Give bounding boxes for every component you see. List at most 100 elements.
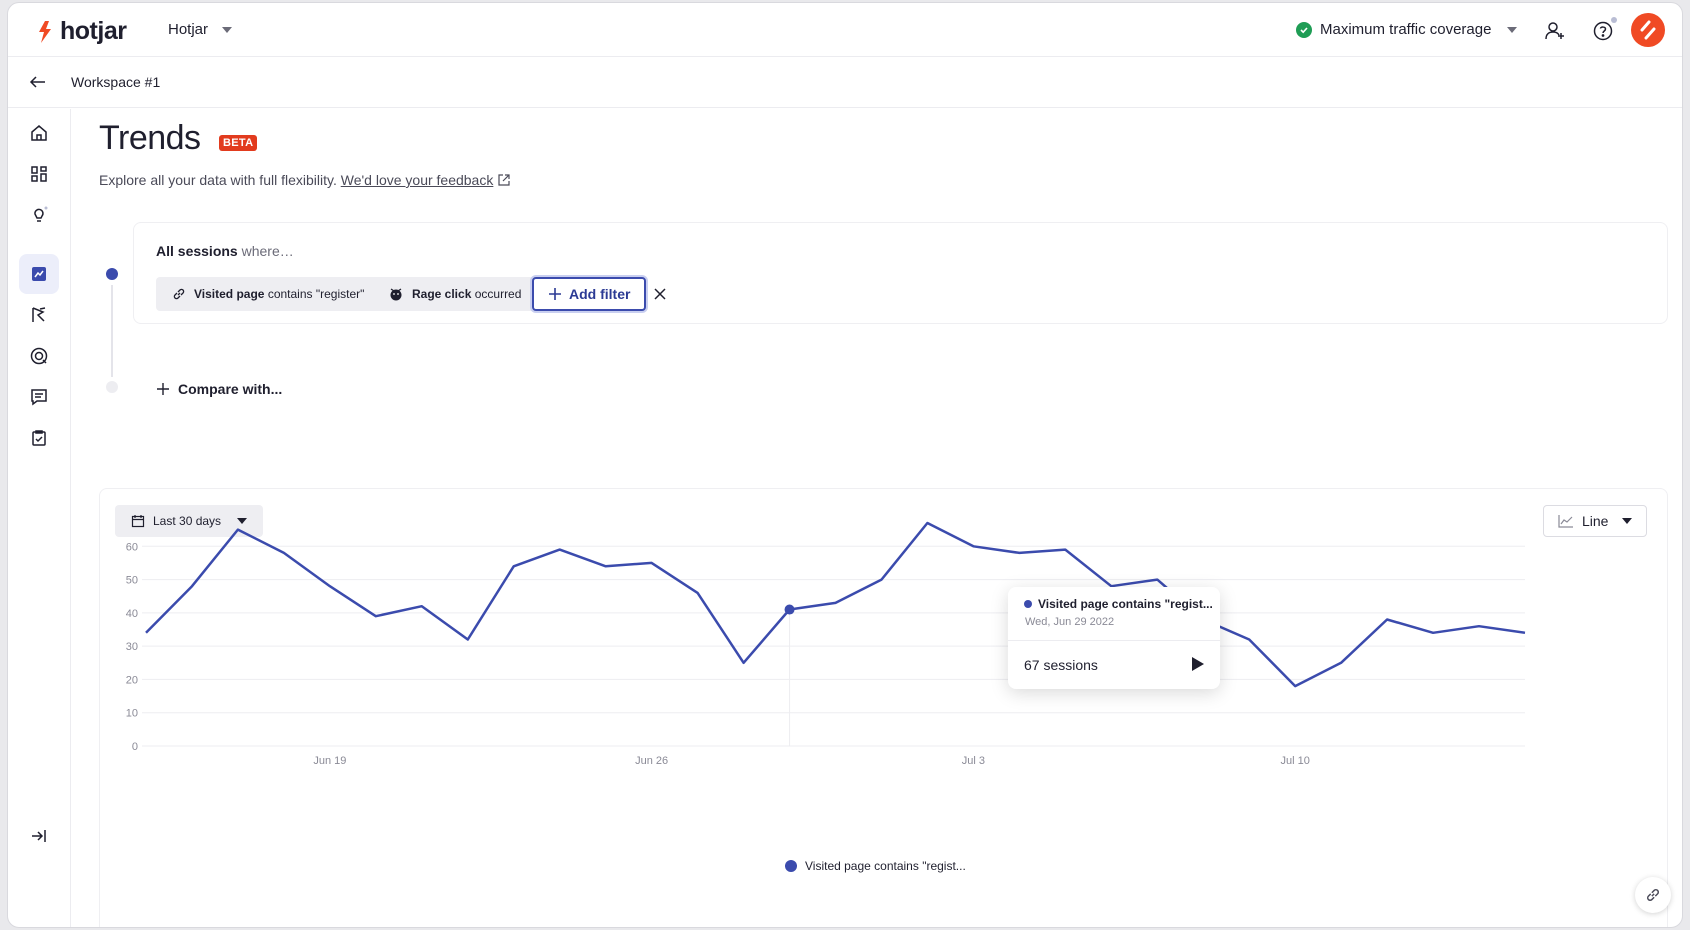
site-selector[interactable]: Hotjar — [168, 21, 233, 38]
data-point[interactable] — [186, 580, 198, 592]
calendar-icon — [131, 515, 145, 528]
sidebar-item-surveys[interactable] — [19, 418, 59, 458]
data-point[interactable] — [416, 600, 428, 612]
sidebar-item-dashboard[interactable] — [19, 154, 59, 194]
data-point[interactable] — [1427, 627, 1439, 639]
highlighted-point[interactable] — [784, 604, 795, 615]
tooltip-series-label: Visited page contains "regist... — [1038, 597, 1213, 611]
collapse-icon — [32, 830, 46, 842]
compare-with-button[interactable]: Compare with... — [156, 381, 282, 397]
hotjar-avatar-icon — [1640, 20, 1656, 40]
data-point[interactable] — [370, 610, 382, 622]
data-point[interactable] — [1013, 547, 1025, 559]
data-point[interactable] — [1059, 544, 1071, 556]
filter-chip-rage-click[interactable]: Rage click occurred — [372, 277, 538, 311]
data-point[interactable] — [967, 540, 979, 552]
line-chart-icon — [1558, 515, 1573, 528]
data-point[interactable] — [554, 544, 566, 556]
chart-type-selector[interactable]: Line — [1543, 505, 1648, 537]
sidebar-item-highlights[interactable] — [19, 195, 59, 235]
add-filter-button[interactable]: Add filter — [532, 277, 647, 311]
help-icon[interactable] — [1591, 17, 1617, 43]
traffic-coverage-selector[interactable]: Maximum traffic coverage — [1296, 21, 1518, 38]
link-icon — [1647, 889, 1659, 901]
tooltip-session-count: 67 sessions — [1024, 657, 1098, 673]
subtitle-text: Explore all your data with full flexibil… — [99, 172, 337, 188]
data-point[interactable] — [692, 587, 704, 599]
home-icon — [31, 125, 47, 141]
survey-icon — [32, 430, 46, 446]
compare-marker — [106, 381, 118, 393]
data-point[interactable] — [830, 597, 842, 609]
chart-card: Last 30 days Line — [99, 488, 1668, 927]
page-title: Trends — [99, 119, 201, 157]
sidebar-item-recordings[interactable] — [19, 295, 59, 335]
data-point[interactable] — [1473, 620, 1485, 632]
feedback-link[interactable]: We'd love your feedback — [340, 172, 494, 188]
data-point[interactable] — [462, 633, 474, 645]
x-tick-label: Jul 10 — [1280, 755, 1309, 767]
line-chart: 0 10 20 30 40 50 60 Jun 19 Jun 26 Jul 3 Jul 10 — [126, 517, 1531, 767]
chevron-down-icon — [1622, 518, 1633, 524]
share-link-button[interactable] — [1635, 877, 1671, 913]
date-range-selector[interactable]: Last 30 days — [115, 505, 264, 537]
chart-type-label: Line — [1582, 513, 1609, 529]
app-window: hotjar Hotjar Maximum traffic coverage — [7, 2, 1683, 928]
invite-user-icon[interactable] — [1543, 19, 1567, 43]
avatar[interactable] — [1631, 13, 1665, 47]
notification-dot — [1611, 17, 1617, 23]
legend-label: Visited page contains "regist... — [805, 859, 966, 873]
y-tick-label: 0 — [132, 741, 138, 753]
data-point[interactable] — [140, 627, 152, 639]
back-arrow-icon[interactable] — [28, 72, 48, 97]
plus-icon — [157, 383, 169, 395]
play-icon[interactable] — [1192, 657, 1204, 671]
rage-icon — [390, 288, 402, 301]
trends-icon — [32, 267, 46, 281]
data-point[interactable] — [1243, 633, 1255, 645]
tooltip-date: Wed, Jun 29 2022 — [1025, 616, 1115, 628]
filter-bold: Rage click — [412, 287, 472, 301]
segment-connector — [111, 285, 113, 377]
filter-text: Visited page contains "register" — [194, 287, 364, 301]
feedback-icon — [31, 389, 47, 406]
top-bar: hotjar Hotjar Maximum traffic coverage — [8, 3, 1682, 57]
data-point[interactable] — [1519, 627, 1531, 639]
data-point[interactable] — [600, 560, 612, 572]
clear-filters-button[interactable] — [650, 284, 670, 304]
chart-legend[interactable]: Visited page contains "regist... — [785, 859, 966, 873]
sidebar-item-home[interactable] — [19, 113, 59, 153]
legend-color-dot — [785, 860, 797, 872]
y-tick-label: 20 — [126, 674, 138, 686]
sidebar-item-trends[interactable] — [19, 254, 59, 294]
link-icon — [173, 288, 185, 300]
y-tick-label: 30 — [126, 641, 138, 653]
data-point[interactable] — [1289, 680, 1301, 692]
chevron-down-icon — [1507, 26, 1518, 33]
hotjar-logo[interactable]: hotjar — [36, 17, 127, 46]
data-point[interactable] — [232, 524, 244, 536]
data-point[interactable] — [921, 517, 933, 529]
page-subtitle: Explore all your data with full flexibil… — [99, 172, 511, 188]
sidebar — [8, 109, 71, 927]
data-point[interactable] — [1335, 657, 1347, 669]
dashboard-icon — [31, 166, 47, 182]
sidebar-item-feedback[interactable] — [19, 377, 59, 417]
collapse-sidebar-button[interactable] — [19, 816, 59, 856]
data-point[interactable] — [875, 574, 887, 586]
data-point[interactable] — [278, 547, 290, 559]
tooltip-series: Visited page contains "regist... — [1024, 597, 1213, 611]
segment-label-rest: where… — [241, 243, 294, 259]
segment-marker — [106, 268, 118, 280]
chevron-down-icon — [222, 26, 233, 33]
data-point[interactable] — [738, 657, 750, 669]
sidebar-item-heatmaps[interactable] — [19, 336, 59, 376]
filter-chip-visited-page[interactable]: Visited page contains "register" — [156, 277, 381, 311]
y-tick-label: 10 — [126, 708, 138, 720]
data-point[interactable] — [508, 560, 520, 572]
data-point[interactable] — [1151, 574, 1163, 586]
filter-rest: occurred — [474, 287, 522, 301]
data-point[interactable] — [324, 580, 336, 592]
data-point[interactable] — [646, 557, 658, 569]
data-point[interactable] — [1381, 614, 1393, 626]
